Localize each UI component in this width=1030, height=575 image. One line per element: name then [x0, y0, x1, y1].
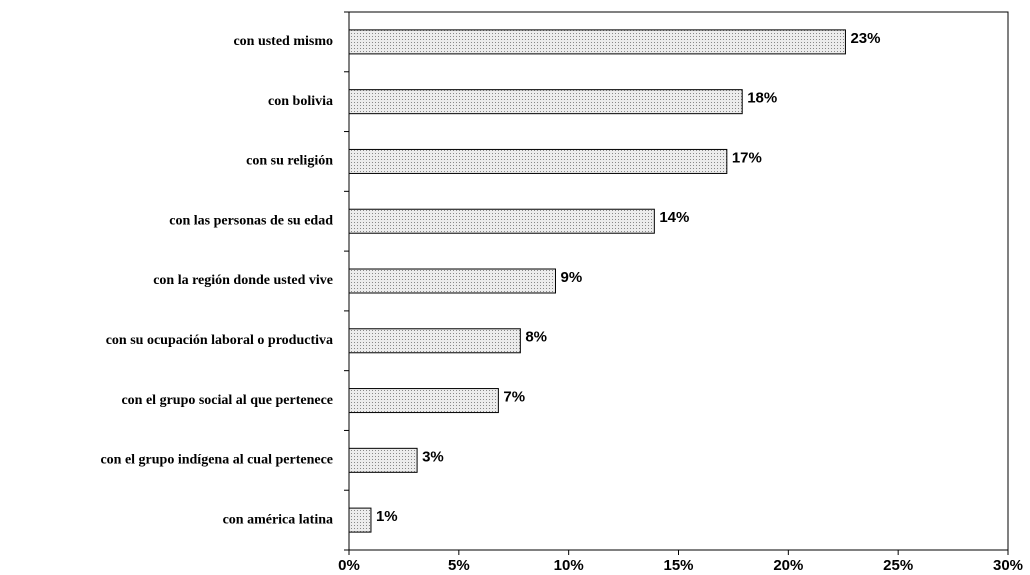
y-tick-label: con su ocupación laboral o productiva — [106, 333, 333, 348]
x-tick-label: 0% — [338, 557, 360, 574]
value-label: 9% — [560, 269, 582, 286]
x-tick-label: 15% — [663, 557, 693, 574]
bar — [348, 29, 846, 55]
bar — [348, 208, 655, 234]
y-tick-label: con la región donde usted vive — [153, 273, 333, 288]
bar — [348, 447, 418, 473]
bar — [348, 507, 372, 533]
x-tick-label: 30% — [993, 557, 1023, 574]
x-tick-label: 20% — [773, 557, 803, 574]
y-tick-label: con usted mismo — [233, 34, 333, 49]
value-label: 8% — [525, 329, 547, 346]
bar — [348, 328, 521, 354]
value-label: 1% — [376, 508, 398, 525]
bar — [348, 268, 556, 294]
bar — [348, 89, 743, 115]
y-tick-label: con bolivia — [268, 94, 333, 109]
bar — [348, 388, 499, 414]
value-label: 23% — [850, 30, 880, 47]
y-tick-label: con el grupo indígena al cual pertenece — [100, 453, 333, 468]
x-tick-label: 25% — [883, 557, 913, 574]
bar — [348, 148, 728, 174]
value-label: 18% — [747, 90, 777, 107]
x-tick-label: 5% — [448, 557, 470, 574]
value-label: 7% — [503, 389, 525, 406]
y-tick-label: con las personas de su edad — [169, 213, 333, 228]
value-label: 3% — [422, 448, 444, 465]
x-tick-label: 10% — [554, 557, 584, 574]
y-tick-label: con el grupo social al que pertenece — [121, 393, 333, 408]
value-label: 14% — [659, 209, 689, 226]
value-label: 17% — [732, 149, 762, 166]
y-tick-label: con su religión — [246, 154, 333, 169]
y-tick-label: con américa latina — [223, 512, 333, 527]
